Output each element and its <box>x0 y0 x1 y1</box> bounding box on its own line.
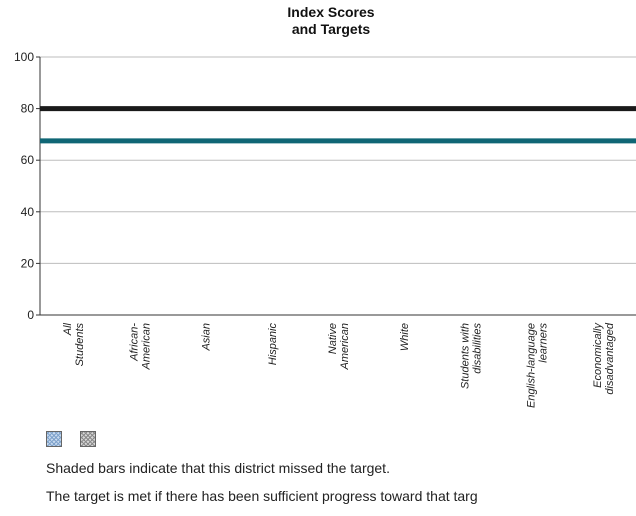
y-tick-label-60: 60 <box>21 153 35 167</box>
category-label-line: English-language <box>526 323 538 408</box>
y-tick-label-40: 40 <box>21 205 35 219</box>
chart-title-line-2: and Targets <box>292 21 371 37</box>
y-axis-ticks: 0 20 40 60 80 100 <box>14 50 40 322</box>
category-label-9: Economically disadvantaged <box>592 322 616 395</box>
y-tick-label-100: 100 <box>14 50 34 64</box>
category-label-line: Hispanic <box>267 323 279 366</box>
category-label-line: learners <box>538 323 550 363</box>
category-label-5: Native American <box>327 323 351 370</box>
category-label-4: Hispanic <box>267 323 279 366</box>
category-label-line: Asian <box>201 323 213 352</box>
x-axis-categories: All Students African- American Asian Hispanic… <box>62 322 616 409</box>
category-label-line: American <box>339 323 351 370</box>
category-label-line: disabilities <box>471 323 483 374</box>
legend-swatch-gray <box>80 431 96 447</box>
category-label-line: Economically <box>592 322 604 388</box>
y-tick-label-80: 80 <box>21 102 35 116</box>
grid <box>40 56 636 264</box>
category-label-8: English-language learners <box>526 323 550 409</box>
category-label-6: White <box>399 323 411 351</box>
note-target-met: The target is met if there has been suff… <box>46 488 478 504</box>
category-label-line: African- <box>128 323 140 362</box>
category-label-2: African- American <box>128 323 152 371</box>
category-label-line: Students <box>74 323 86 367</box>
category-label-line: White <box>399 323 411 351</box>
category-label-3: Asian <box>201 323 213 352</box>
category-label-1: All Students <box>62 322 86 366</box>
category-label-line: American <box>140 323 152 370</box>
category-label-line: Students with <box>459 323 471 389</box>
y-tick-label-0: 0 <box>27 308 34 322</box>
category-label-line: disadvantaged <box>604 322 616 394</box>
legend-swatch-blue <box>46 431 62 447</box>
note-shaded-bars: Shaded bars indicate that this district … <box>46 460 390 476</box>
axes <box>39 57 636 316</box>
category-label-7: Students with disabilities <box>459 323 483 390</box>
y-tick-label-20: 20 <box>21 256 35 270</box>
target-lines <box>40 106 636 144</box>
chart-title-line-1: Index Scores <box>287 4 374 20</box>
category-label-line: Native <box>327 323 339 354</box>
category-label-line: All <box>62 322 74 336</box>
